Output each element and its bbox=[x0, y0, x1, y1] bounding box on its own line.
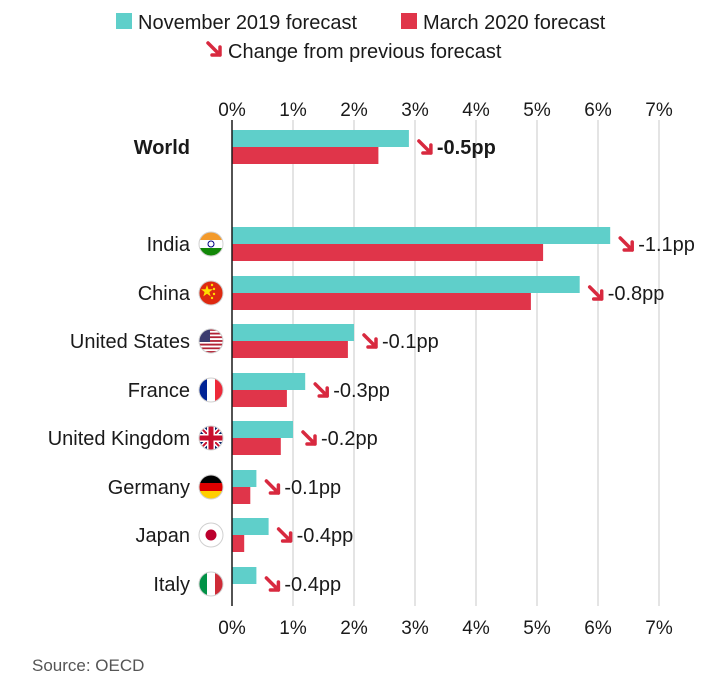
x-tick-label-top: 0% bbox=[218, 100, 246, 121]
x-tick-label-top: 2% bbox=[340, 100, 368, 121]
italy-flag-icon bbox=[198, 571, 224, 597]
chart: November 2019 forecast March 2020 foreca… bbox=[48, 12, 695, 639]
change-label: -0.4pp bbox=[284, 574, 341, 596]
x-tick-label-bottom: 0% bbox=[218, 618, 246, 639]
change-label: -1.1pp bbox=[638, 234, 695, 256]
source-note: Source: OECD bbox=[32, 656, 145, 675]
x-tick-label-bottom: 2% bbox=[340, 618, 368, 639]
category-label: China bbox=[138, 283, 191, 305]
change-label: -0.2pp bbox=[321, 428, 378, 450]
bar-nov2019 bbox=[232, 130, 409, 147]
category-label: France bbox=[128, 380, 190, 402]
change-label: -0.4pp bbox=[297, 525, 354, 547]
bar-mar2020 bbox=[232, 147, 379, 164]
japan-flag-icon bbox=[198, 522, 224, 548]
change-label: -0.8pp bbox=[608, 283, 665, 305]
down-arrow-icon bbox=[417, 139, 433, 155]
x-tick-label-top: 3% bbox=[401, 100, 429, 121]
down-arrow-icon bbox=[618, 236, 634, 252]
china-flag-icon bbox=[198, 280, 224, 306]
down-arrow-icon bbox=[264, 576, 281, 592]
x-tick-label-top: 4% bbox=[462, 100, 490, 121]
x-tick-label-bottom: 4% bbox=[462, 618, 490, 639]
x-tick-label-top: 7% bbox=[645, 100, 673, 121]
category-label: Italy bbox=[153, 574, 190, 596]
bar-mar2020 bbox=[232, 244, 544, 261]
legend-label-nov2019: November 2019 forecast bbox=[138, 12, 357, 34]
gridlines bbox=[292, 120, 660, 606]
down-arrow-icon bbox=[313, 382, 329, 398]
bar-mar2020 bbox=[232, 390, 287, 407]
bar-nov2019 bbox=[232, 373, 306, 390]
legend-label-mar2020: March 2020 forecast bbox=[423, 12, 606, 34]
flags bbox=[198, 231, 224, 597]
x-axis-bottom: 0% 1% 2% 3% 4% 5% 6% 7% bbox=[218, 618, 673, 639]
x-tick-label-bottom: 3% bbox=[401, 618, 429, 639]
change-label: -0.1pp bbox=[284, 477, 341, 499]
category-labels: World India China United States France United… bbox=[48, 137, 191, 596]
bar-nov2019 bbox=[232, 227, 611, 244]
legend-swatch-nov2019 bbox=[116, 13, 132, 29]
x-tick-label-top: 5% bbox=[523, 100, 551, 121]
bar-nov2019 bbox=[232, 470, 257, 487]
category-label: World bbox=[134, 137, 190, 159]
bar-nov2019 bbox=[232, 324, 354, 341]
india-flag-icon bbox=[198, 231, 224, 257]
x-tick-label-bottom: 7% bbox=[645, 618, 673, 639]
change-label: -0.5pp bbox=[437, 137, 496, 159]
down-arrow-icon bbox=[276, 527, 293, 543]
category-label: United Kingdom bbox=[48, 428, 190, 450]
bar-mar2020 bbox=[232, 535, 245, 552]
legend-label-change: Change from previous forecast bbox=[228, 41, 502, 63]
down-arrow-icon bbox=[264, 479, 281, 495]
change-label: -0.3pp bbox=[333, 380, 390, 402]
bar-nov2019 bbox=[232, 567, 257, 584]
france-flag-icon bbox=[198, 377, 224, 403]
usa-flag-icon bbox=[198, 328, 224, 354]
bar-mar2020 bbox=[232, 438, 281, 455]
bars bbox=[232, 130, 611, 584]
bar-nov2019 bbox=[232, 518, 269, 535]
legend: November 2019 forecast March 2020 foreca… bbox=[116, 12, 606, 63]
legend-swatch-mar2020 bbox=[401, 13, 417, 29]
change-label: -0.1pp bbox=[382, 331, 439, 353]
bar-mar2020 bbox=[232, 487, 251, 504]
legend-arrow-icon bbox=[206, 41, 222, 57]
x-tick-label-top: 6% bbox=[584, 100, 612, 121]
down-arrow-icon bbox=[362, 333, 378, 349]
change-annotations: -0.5pp -1.1pp -0.8pp -0.1pp -0.3pp -0.2pp -0.1… bbox=[264, 137, 695, 596]
germany-flag-icon bbox=[198, 474, 224, 500]
category-label: United States bbox=[70, 331, 190, 353]
down-arrow-icon bbox=[587, 285, 604, 301]
x-tick-label-bottom: 1% bbox=[279, 618, 307, 639]
x-tick-label-bottom: 5% bbox=[523, 618, 551, 639]
category-label: Japan bbox=[136, 525, 191, 547]
down-arrow-icon bbox=[301, 430, 317, 446]
x-axis-top: 0% 1% 2% 3% 4% 5% 6% 7% bbox=[218, 100, 673, 121]
bar-mar2020 bbox=[232, 293, 531, 310]
bar-nov2019 bbox=[232, 421, 293, 438]
uk-flag-icon bbox=[198, 425, 224, 451]
bar-mar2020 bbox=[232, 341, 348, 358]
category-label: Germany bbox=[108, 477, 190, 499]
bar-nov2019 bbox=[232, 276, 580, 293]
category-label: India bbox=[147, 234, 191, 256]
x-tick-label-top: 1% bbox=[279, 100, 307, 121]
x-tick-label-bottom: 6% bbox=[584, 618, 612, 639]
